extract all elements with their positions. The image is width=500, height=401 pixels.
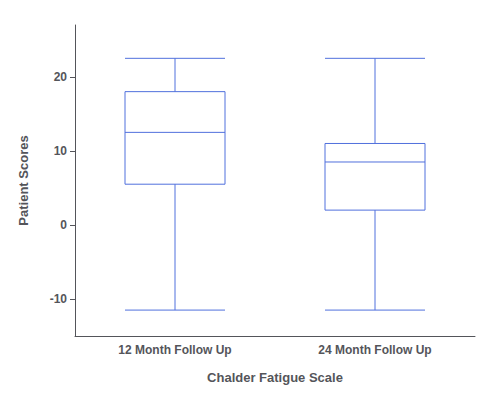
svg-text:24 Month Follow Up: 24 Month Follow Up [318, 343, 431, 357]
svg-text:Chalder Fatigue Scale: Chalder Fatigue Scale [207, 370, 343, 385]
svg-text:-10: -10 [50, 292, 68, 306]
svg-text:12 Month Follow Up: 12 Month Follow Up [118, 343, 231, 357]
svg-text:Patient Scores: Patient Scores [16, 135, 31, 225]
svg-text:20: 20 [54, 70, 68, 84]
svg-text:10: 10 [54, 144, 68, 158]
svg-text:0: 0 [60, 218, 67, 232]
